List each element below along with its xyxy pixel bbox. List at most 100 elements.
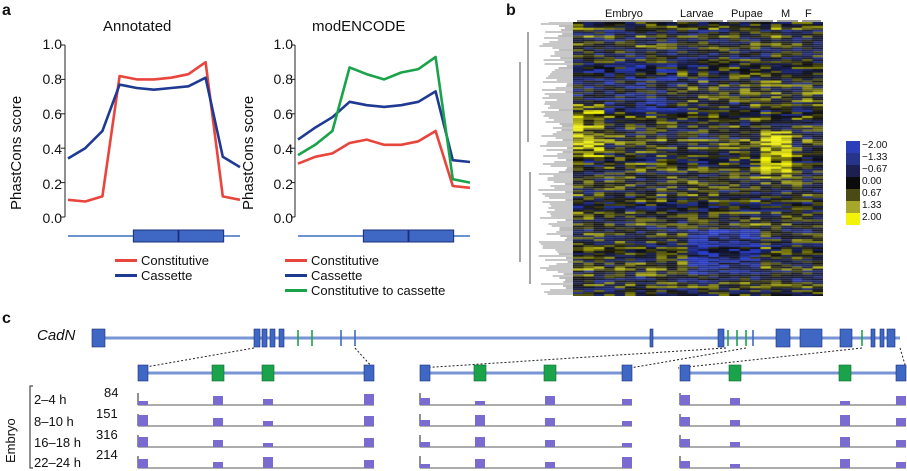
colorbar-swatch xyxy=(846,165,860,177)
colorbar-swatch xyxy=(846,189,860,201)
coverage-bar xyxy=(840,437,850,447)
zoom-line xyxy=(419,347,727,369)
max-value: 151 xyxy=(96,406,118,421)
heatmap-header-f: F xyxy=(805,8,812,20)
colorbar-swatch xyxy=(846,213,860,225)
coverage-bar xyxy=(138,415,148,426)
coverage-bar xyxy=(730,420,740,426)
exon-box xyxy=(132,229,179,243)
coverage-bar xyxy=(420,442,430,447)
coverage-bar xyxy=(840,415,850,426)
heatmap-header-pupae: Pupae xyxy=(731,8,763,20)
coverage-bar xyxy=(475,401,485,405)
zoom-exon xyxy=(419,364,431,382)
coverage-bar xyxy=(364,416,374,426)
y-tick: 1.0 xyxy=(42,36,62,52)
series-line-cassette xyxy=(297,90,471,164)
coverage-bar xyxy=(680,417,690,426)
legend-swatch xyxy=(285,274,307,277)
coverage-bar xyxy=(896,462,906,468)
zoom-line xyxy=(899,347,907,369)
coverage-bar xyxy=(545,396,555,405)
panel-label-c: c xyxy=(2,310,11,327)
legend-right-cassette: Cassette xyxy=(285,268,362,283)
colorbar-label: −1.33 xyxy=(862,152,888,163)
legend-right-const-to-cassette: Constitutive to cassette xyxy=(285,283,445,298)
colorbar-swatch xyxy=(846,201,860,213)
legend-swatch xyxy=(285,289,307,292)
chart-title-annotated: Annotated xyxy=(103,18,172,35)
dendrogram xyxy=(519,22,574,295)
max-value: 84 xyxy=(104,385,119,400)
coverage-bar xyxy=(263,421,273,426)
y-tick: 0.0 xyxy=(273,210,293,226)
coverage-bar xyxy=(545,418,555,426)
coverage-bar xyxy=(263,443,273,447)
legend-label: Constitutive xyxy=(141,253,209,268)
zoom-line xyxy=(139,347,255,369)
coverage-bar xyxy=(622,421,632,426)
legend-right-constitutive: Constitutive xyxy=(285,253,379,268)
gene-model-diagram xyxy=(29,328,907,469)
y-tick: 0.8 xyxy=(273,71,293,87)
colorbar-label: 1.33 xyxy=(862,200,882,211)
coverage-bar xyxy=(840,401,850,405)
gene-name: CadN xyxy=(37,327,76,344)
exon xyxy=(269,328,276,348)
coverage-bar xyxy=(896,418,906,426)
legend-label: Constitutive to cassette xyxy=(311,283,446,298)
exon xyxy=(91,328,106,348)
coverage-bar xyxy=(263,457,273,468)
coverage-bar xyxy=(730,464,740,468)
zoom-line xyxy=(354,347,374,369)
coverage-bar xyxy=(213,396,223,405)
series-line-constitutive-to-cassette xyxy=(297,55,471,184)
chart-title-modencode: modENCODE xyxy=(312,18,406,35)
series-line-cassette xyxy=(67,76,241,169)
colorbar-swatch xyxy=(846,153,860,165)
zoom-exon xyxy=(679,364,691,382)
heatmap-header-larvae: Larvae xyxy=(680,8,714,20)
legend-left-cassette: Cassette xyxy=(115,268,192,283)
header-brackets xyxy=(577,20,821,22)
y-tick: 0.4 xyxy=(42,141,62,157)
y-tick: 0.0 xyxy=(42,210,62,226)
coverage-bar xyxy=(420,420,430,426)
zoom-exon xyxy=(621,364,633,382)
coverage-bar xyxy=(213,418,223,426)
zoom-exon xyxy=(137,364,149,382)
legend-left-constitutive: Constitutive xyxy=(115,253,209,268)
time-label: 8–10 h xyxy=(34,414,74,429)
colorbar-label: −2.00 xyxy=(862,140,888,151)
max-value: 316 xyxy=(96,427,118,442)
exon-box xyxy=(362,229,409,243)
exon-box xyxy=(408,229,455,243)
y-tick: 0.2 xyxy=(273,176,293,192)
y-tick: 0.4 xyxy=(273,141,293,157)
legend-swatch xyxy=(115,259,137,262)
zoom-exon xyxy=(895,364,907,382)
exon xyxy=(799,328,823,348)
coverage-bar xyxy=(138,437,148,447)
max-value: 214 xyxy=(96,447,118,462)
coverage-bar xyxy=(730,442,740,447)
coverage-bar xyxy=(475,459,485,468)
series-line-constitutive xyxy=(67,60,241,203)
coverage-bar xyxy=(263,399,273,405)
legend-label: Cassette xyxy=(141,268,193,283)
zoom-exon xyxy=(363,364,375,382)
y-tick: 1.0 xyxy=(273,36,293,52)
exon xyxy=(879,328,885,348)
colorbar-label: 0.67 xyxy=(862,188,882,199)
zoom-line xyxy=(677,347,863,369)
coverage-bar xyxy=(622,399,632,405)
colorbar-label: 2.00 xyxy=(862,212,882,223)
coverage-bar xyxy=(730,398,740,405)
zoom-cassette-exon xyxy=(473,364,487,382)
zoom-cassette-exon xyxy=(543,364,557,382)
heatmap-header-embryo: Embryo xyxy=(605,8,643,20)
zoom-cassette-exon xyxy=(261,364,275,382)
legend-label: Constitutive xyxy=(311,253,379,268)
legend-swatch xyxy=(285,259,307,262)
exon-box xyxy=(178,229,225,243)
